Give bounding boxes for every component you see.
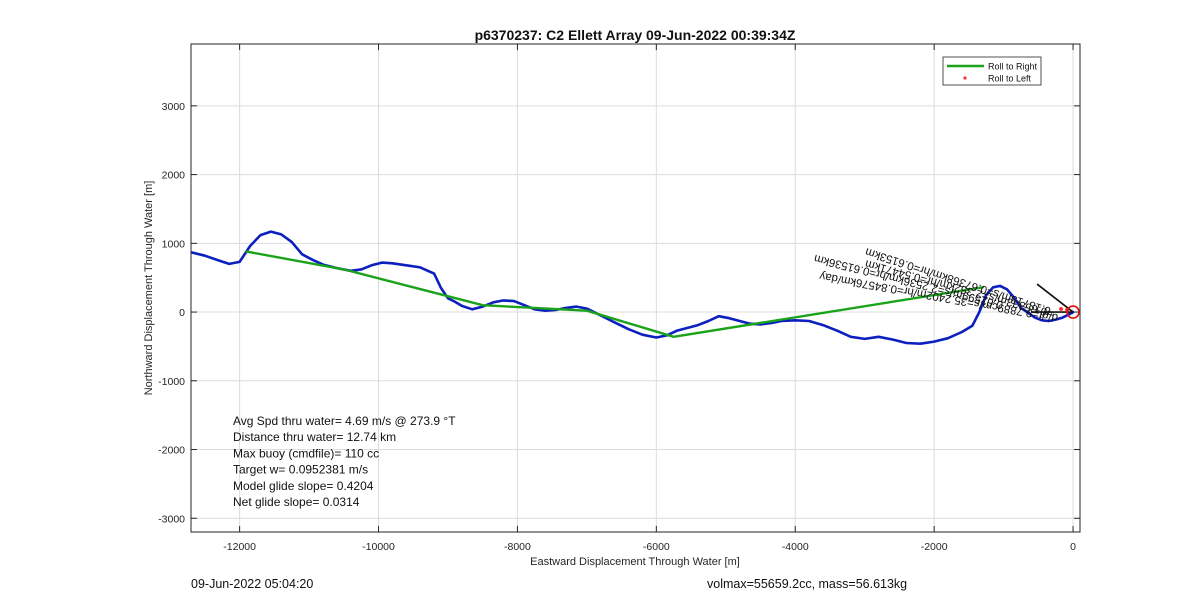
roll-to-left-dot: [1059, 307, 1064, 312]
x-tick-label: -2000: [921, 541, 948, 553]
footer-params: volmax=55659.2cc, mass=56.613kg: [707, 577, 908, 591]
x-tick-label: -10000: [362, 541, 395, 553]
info-line: Net glide slope= 0.0314: [233, 495, 360, 509]
y-tick-label: -1000: [158, 376, 185, 388]
info-line: Max buoy (cmdfile)= 110 cc: [233, 446, 379, 460]
x-tick-label: -12000: [223, 541, 256, 553]
y-axis: -3000 -2000 -1000 0 1000 2000 3000: [158, 101, 1080, 525]
x-tick-label: -6000: [643, 541, 670, 553]
y-tick-label: -3000: [158, 513, 185, 525]
current-vector-line: [1036, 283, 1074, 313]
y-tick-label: 2000: [162, 170, 186, 182]
info-line: Distance thru water= 12.74 km: [233, 430, 396, 444]
chart-title: p6370237: C2 Ellett Array 09-Jun-2022 00…: [475, 27, 796, 43]
x-tick-label: -8000: [504, 541, 531, 553]
x-axis-label: Eastward Displacement Through Water [m]: [530, 556, 740, 568]
y-tick-label: 1000: [162, 238, 186, 250]
y-tick-label: 0: [179, 307, 185, 319]
legend-label: Roll to Left: [988, 74, 1032, 84]
legend-dot-swatch: [963, 76, 967, 80]
legend-box: [942, 56, 1042, 86]
grid: [191, 44, 1080, 532]
y-tick-label: -2000: [158, 445, 185, 457]
info-line: Avg Spd thru water= 4.69 m/s @ 273.9 °T: [233, 414, 456, 428]
info-line: Model glide slope= 0.4204: [233, 479, 374, 493]
end-point-marker: [1066, 305, 1080, 319]
end-markers: [1031, 283, 1080, 319]
y-axis-label: Northward Displacement Through Water [m]: [143, 181, 155, 396]
info-text-block: Avg Spd thru water= 4.69 m/s @ 273.9 °T D…: [233, 414, 456, 509]
roll-to-right-line: [245, 250, 984, 338]
x-axis: -12000 -10000 -8000 -6000 -4000 -2000 0: [223, 44, 1076, 553]
info-line: Target w= 0.0952381 m/s: [233, 463, 368, 477]
x-tick-label: -4000: [782, 541, 809, 553]
x-tick-label: 0: [1070, 541, 1076, 553]
footer-timestamp: 09-Jun-2022 05:04:20: [191, 577, 314, 591]
plot-lines: [191, 230, 1075, 346]
plot-area: [190, 43, 1081, 533]
legend: Roll to Right Roll to Left: [942, 56, 1042, 86]
y-tick-label: 3000: [162, 101, 186, 113]
legend-label: Roll to Right: [988, 62, 1038, 72]
